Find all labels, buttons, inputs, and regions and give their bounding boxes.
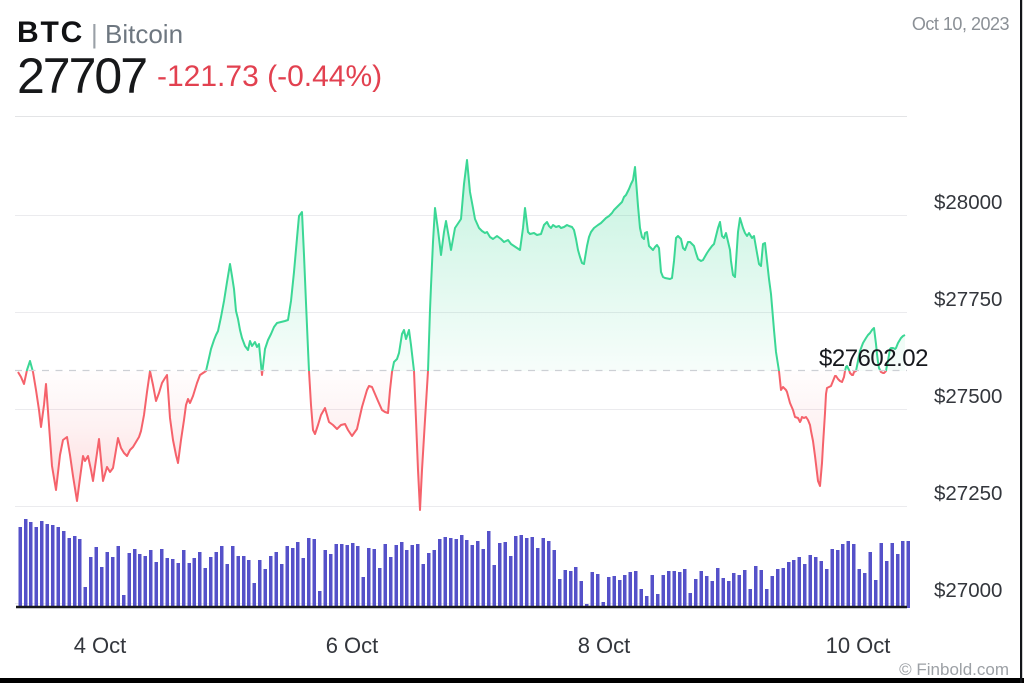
svg-text:$27500: $27500 (934, 385, 1002, 408)
svg-text:4 Oct: 4 Oct (74, 633, 127, 658)
svg-text:$27000: $27000 (934, 579, 1002, 602)
svg-text:8 Oct: 8 Oct (578, 633, 631, 658)
svg-text:10 Oct: 10 Oct (826, 633, 891, 658)
svg-text:$28000: $28000 (934, 191, 1002, 214)
svg-text:$27750: $27750 (934, 288, 1002, 311)
svg-text:$27250: $27250 (934, 482, 1002, 505)
svg-text:© Finbold.com: © Finbold.com (899, 660, 1009, 679)
svg-text:6 Oct: 6 Oct (326, 633, 379, 658)
svg-text:$27602.02: $27602.02 (819, 345, 928, 372)
